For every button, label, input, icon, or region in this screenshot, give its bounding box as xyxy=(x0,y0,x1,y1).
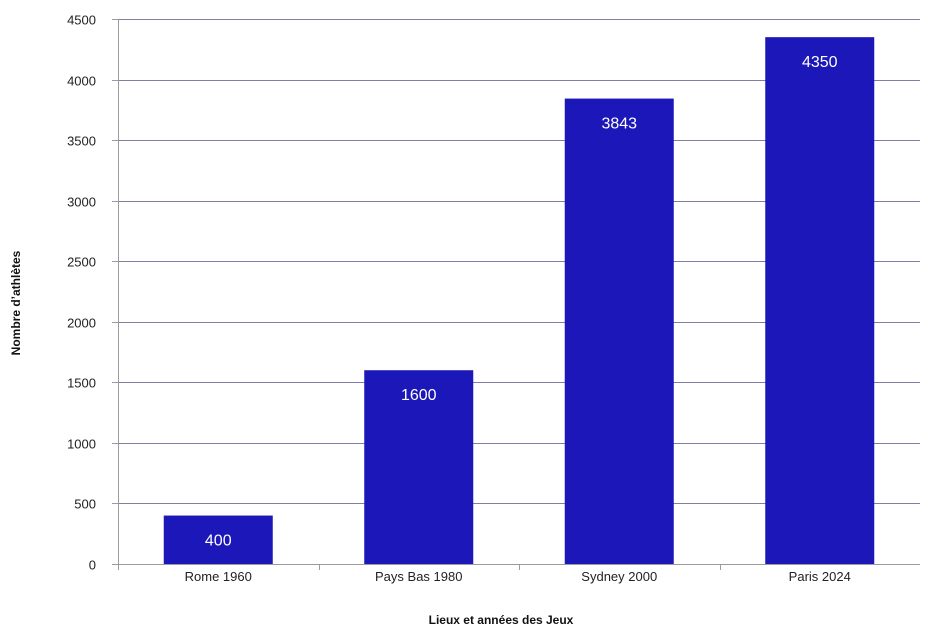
data-label: 400 xyxy=(205,533,232,550)
axes xyxy=(112,19,920,570)
x-category-label: Paris 2024 xyxy=(789,569,851,584)
y-tick-label: 3500 xyxy=(67,134,96,149)
data-label: 1600 xyxy=(401,387,437,404)
data-label: 4350 xyxy=(802,54,838,71)
y-tick-label: 1500 xyxy=(67,376,96,391)
y-tick-label: 500 xyxy=(74,497,96,512)
y-tick-label: 4000 xyxy=(67,74,96,89)
y-axis-title: Nombre d’athlètes xyxy=(9,250,23,355)
labels: 0 500 1000 1500 2000 2500 3000 3500 4000 4500 400 R… xyxy=(67,13,851,585)
y-tick-label: 0 xyxy=(89,558,96,573)
x-category-label: Rome 1960 xyxy=(185,569,252,584)
y-tick-label: 1000 xyxy=(67,437,96,452)
bars xyxy=(163,37,875,564)
x-category-label: Sydney 2000 xyxy=(581,569,657,584)
y-tick-label: 3000 xyxy=(67,195,96,210)
bar-2 xyxy=(364,370,474,564)
y-tick-label: 2500 xyxy=(67,255,96,270)
x-category-label: Pays Bas 1980 xyxy=(375,569,462,584)
data-label: 3843 xyxy=(601,116,637,133)
bar-4 xyxy=(765,37,875,564)
bar-1 xyxy=(163,515,273,564)
x-axis-title: Lieux et années des Jeux xyxy=(429,613,574,627)
gridlines xyxy=(118,19,920,504)
bar-3 xyxy=(564,98,674,564)
y-tick-label: 4500 xyxy=(67,13,96,28)
y-tick-label: 2000 xyxy=(67,316,96,331)
